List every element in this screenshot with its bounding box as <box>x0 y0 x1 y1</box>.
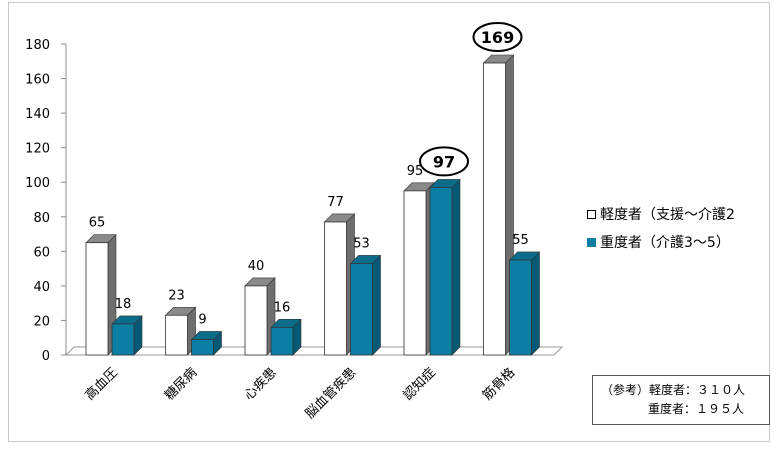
data-label-light: 23 <box>168 288 185 303</box>
legend-label-severe: 重度者（介護3～5） <box>600 235 730 251</box>
data-label-light: 40 <box>248 259 265 274</box>
legend-item-light: 軽度者（支援～介護2 <box>587 200 735 228</box>
data-label-severe-highlight <box>419 146 469 177</box>
reference-note: （参考）軽度者：３１０人 重度者：１９５人 <box>592 375 770 425</box>
bar-severe <box>350 263 373 356</box>
x-category-label: 心疾患 <box>242 365 280 403</box>
data-label-severe: 55 <box>512 233 529 248</box>
y-tick-label: 20 <box>33 314 50 329</box>
y-tick-label: 80 <box>33 211 50 226</box>
bar-light <box>244 285 268 356</box>
bar-severe-side <box>372 254 381 356</box>
y-tick-label: 60 <box>33 245 50 260</box>
bar-severe <box>509 259 532 356</box>
data-label-light: 65 <box>89 216 106 231</box>
legend-swatch-severe <box>587 237 596 247</box>
note-line-severe: 重度者：１９５人 <box>648 402 745 416</box>
bar-severe <box>111 323 135 356</box>
bar-light <box>85 242 109 356</box>
y-tick-label: 100 <box>25 176 50 191</box>
data-label-light-highlight <box>472 22 523 53</box>
data-label-severe: 9 <box>198 312 206 327</box>
legend-item-severe: 重度者（介護3～5） <box>587 228 735 256</box>
x-category-label: 認知症 <box>400 365 439 404</box>
bar-severe <box>191 339 214 356</box>
data-label-severe: 18 <box>115 297 132 312</box>
y-tick-label: 180 <box>25 38 50 53</box>
x-category-label: 筋骨格 <box>479 365 518 404</box>
bar-severe-side <box>531 251 540 356</box>
x-category-label: 糖尿病 <box>161 365 200 404</box>
data-label-light: 169 <box>481 28 514 47</box>
legend: 軽度者（支援～介護2 重度者（介護3～5） <box>587 200 735 256</box>
x-category-label: 高血圧 <box>82 365 121 404</box>
bar-severe <box>270 326 294 356</box>
bar-light <box>324 221 347 356</box>
data-label-severe: 53 <box>353 236 370 251</box>
data-label-light: 95 <box>407 164 424 179</box>
y-tick-label: 40 <box>33 280 50 295</box>
data-label-light: 77 <box>327 195 344 210</box>
bar-light <box>165 314 188 356</box>
legend-swatch-light <box>587 209 596 219</box>
note-line-light: （参考）軽度者：３１０人 <box>601 383 746 397</box>
data-label-severe: 97 <box>433 152 455 171</box>
y-tick-label: 0 <box>42 349 50 364</box>
x-category-label: 脳血管疾患 <box>303 365 360 422</box>
y-tick-label: 120 <box>25 142 50 157</box>
chart-frame <box>8 2 770 442</box>
bar-light <box>403 190 427 356</box>
y-tick-label: 160 <box>25 73 50 88</box>
bar-light <box>483 62 506 356</box>
bar-severe-side <box>451 178 461 356</box>
legend-label-light: 軽度者（支援～介護2 <box>600 207 735 223</box>
y-tick-label: 140 <box>25 107 50 122</box>
bar-severe <box>429 187 453 356</box>
data-label-severe: 16 <box>274 300 291 315</box>
